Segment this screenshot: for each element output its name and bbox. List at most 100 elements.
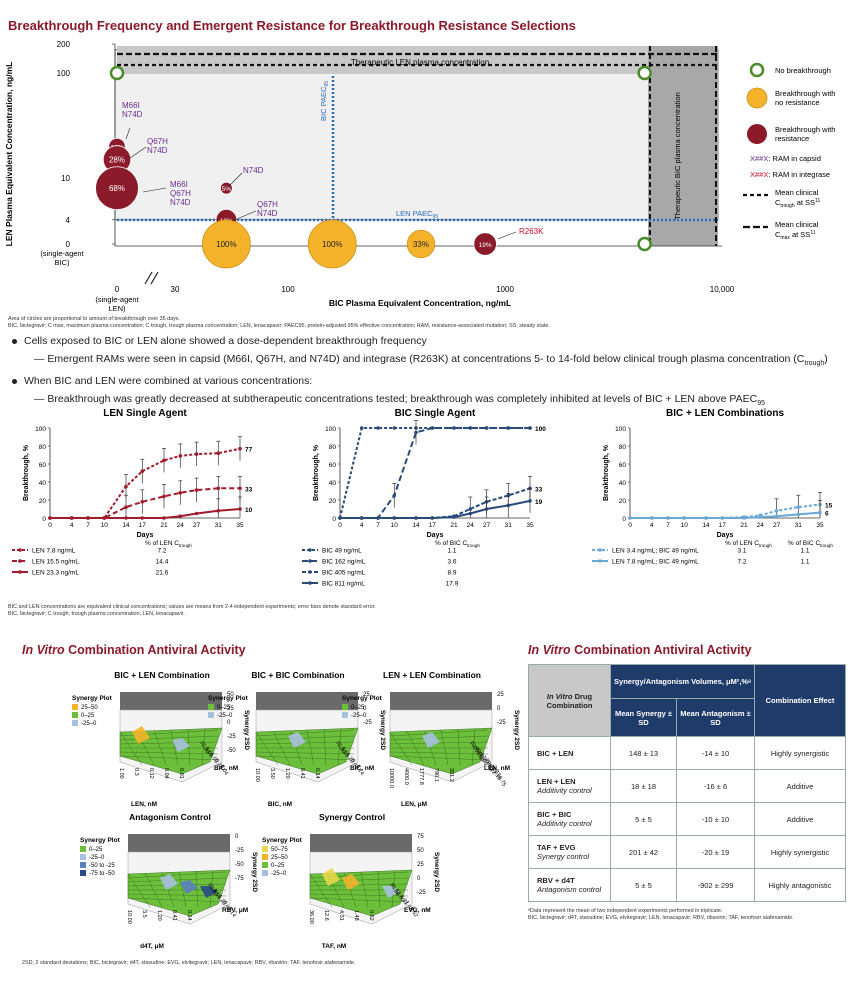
z-tick-label: 0 <box>497 706 501 712</box>
y-tick-label: 0.14 <box>226 906 237 918</box>
surface-legend-swatch <box>80 862 86 868</box>
ram-capsid-label: N74D <box>257 209 278 218</box>
bullet-dot-icon <box>12 378 17 384</box>
legend-marker <box>598 559 602 563</box>
series-point <box>238 446 242 451</box>
x-tick-label: 10 <box>101 522 109 529</box>
series-point <box>86 516 90 520</box>
cell-syn: 201 ± 42 <box>610 835 677 869</box>
surface-legend-swatch <box>342 712 348 718</box>
surface-legend-title: Synergy Plot <box>72 695 113 702</box>
series-point <box>742 516 746 520</box>
series-point <box>140 500 145 504</box>
y-tick-sub: (single-agent <box>40 249 84 258</box>
legend-label: BIC 405 ng/mL <box>322 570 366 577</box>
surface-legend-swatch <box>80 854 86 860</box>
ram-integrase-label: R263K <box>519 227 544 236</box>
invitro-right-title: In Vitro Combination Antiviral Activity <box>528 643 752 657</box>
main-title: Breakthrough Frequency and Emergent Resi… <box>8 18 576 33</box>
legend-label: Ctrough at SS11 <box>775 198 820 209</box>
mesh-line <box>195 871 199 908</box>
cell-ant: -14 ± 10 <box>676 736 755 770</box>
x-tick-label: 0.3 <box>133 768 139 776</box>
y-tick-label: 0.04 <box>218 764 229 776</box>
series-point <box>178 454 183 458</box>
mesh-line <box>255 755 355 761</box>
surface-title: BIC + LEN Combination <box>114 670 210 680</box>
x-tick-label: 0.12 <box>148 768 154 779</box>
x-tick-label: 0.41 <box>299 768 305 779</box>
cell-syn: 5 ± 5 <box>610 802 677 836</box>
surface-patch <box>180 880 198 894</box>
series-point <box>69 516 74 520</box>
surface-plots: BIC + LEN Combination Synergy Plot 25–50 0–… <box>72 670 520 950</box>
end-label: 15 <box>825 503 833 510</box>
mesh-line <box>255 729 355 737</box>
y-tick-label: 0 <box>42 516 46 523</box>
bic-paec-label: BIC PAEC95 <box>319 81 330 121</box>
combo-name: BIC + LEN <box>537 748 574 758</box>
x-tick-label: 30 <box>171 285 180 294</box>
th-antagonism: Mean Antagonism ± SD <box>676 698 755 737</box>
legend-resistance-marker <box>747 124 767 144</box>
x-tick-label: 27 <box>483 522 491 529</box>
x-tick-label: 35 <box>526 522 534 529</box>
series-line <box>50 447 241 519</box>
end-label: 33 <box>245 486 253 493</box>
therapeutic-bic-band <box>648 46 718 246</box>
mesh-line <box>440 729 449 766</box>
x-tick-label: 10.00 <box>126 910 132 924</box>
mesh-line <box>119 731 143 766</box>
x-tick-label: 31 <box>505 522 513 529</box>
x-tick-label: 4 <box>70 522 74 529</box>
mesh-line <box>127 897 227 903</box>
series-point <box>414 516 418 520</box>
x-tick-label: 3.50 <box>269 768 275 779</box>
table-row: BIC + LEN 148 ± 13 -14 ± 10 Highly synergis… <box>528 736 846 770</box>
legend-no-resistance-marker <box>746 87 768 109</box>
end-label: 6 <box>825 511 829 518</box>
surface-legend-title: Synergy Plot <box>80 837 121 844</box>
y-tick-label: 80 <box>329 444 337 451</box>
legend-pct-2: 1.1 <box>800 559 809 566</box>
y-tick-label: 100 <box>57 69 71 78</box>
th-effect: Combination Effect <box>754 664 846 737</box>
bubble-point <box>95 166 139 211</box>
series-point <box>430 516 435 520</box>
x-tick-label: 17 <box>139 522 147 529</box>
len-paec-label: LEN PAEC95 <box>396 209 438 220</box>
x-tick-label: 1.20 <box>156 910 162 921</box>
y-axis-title: LEN Plasma Equivalent Concentration, ng/… <box>4 62 14 247</box>
surface-legend-label: -25–0 <box>271 871 287 877</box>
end-label: 77 <box>245 447 253 454</box>
bubble-label: 33% <box>413 240 429 249</box>
ram-leader-line <box>227 172 243 188</box>
cell-combo: LEN + LEN Additivity control <box>528 769 611 803</box>
surface-title: Antagonism Control <box>129 812 211 822</box>
bullet-3: When BIC and LEN were combined at variou… <box>12 375 828 388</box>
y-tick-label: 1.20 <box>344 752 355 764</box>
surface-back-wall <box>390 692 492 710</box>
mesh-line <box>389 729 489 737</box>
x-tick-label: 24 <box>467 522 475 529</box>
surface-legend-swatch <box>208 712 214 718</box>
x-tick-label: 4 <box>650 522 654 529</box>
y-tick-label: 0.41 <box>349 758 360 770</box>
x-tick-label: 27 <box>193 522 201 529</box>
mesh-line <box>119 741 219 745</box>
y-tick-label: 80 <box>619 444 627 451</box>
x-tick-label: 10,000 <box>710 285 735 294</box>
legend-pct-2: 1.1 <box>800 548 809 555</box>
z-tick-label: 25 <box>497 692 504 698</box>
series-point <box>528 426 532 430</box>
legend-label: no resistance <box>775 98 820 107</box>
surface-legend-swatch <box>80 846 86 852</box>
cell-syn: 5 ± 5 <box>610 868 677 902</box>
footnote-2: BIC and LEN concentrations are equivalen… <box>8 604 376 618</box>
series-point <box>216 451 221 455</box>
series-point <box>628 516 632 520</box>
surface-legend-label: 25–50 <box>271 855 288 861</box>
plot-area <box>114 48 719 221</box>
x-tick-label: 10000.0 <box>388 768 394 788</box>
x-tick-label: 14 <box>412 522 420 529</box>
